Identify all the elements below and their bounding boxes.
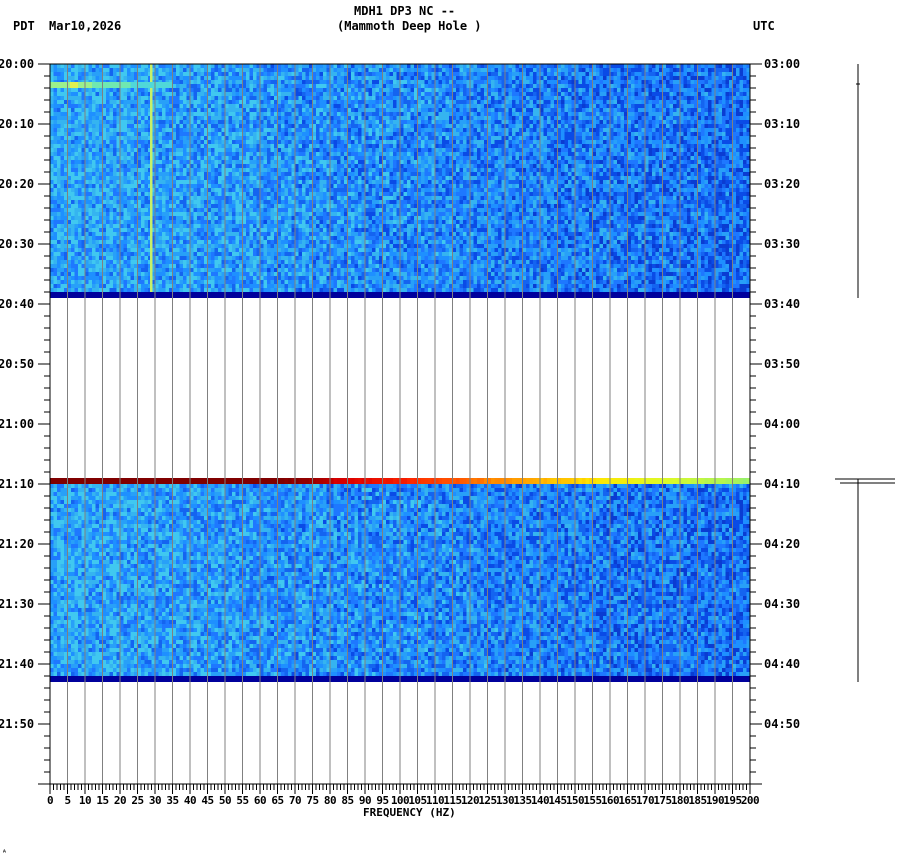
left-timezone-label: PDT [13,20,35,33]
left-time-tick-label: 20:10 [0,118,34,130]
frequency-tick-label: 45 [201,795,214,806]
frequency-tick-label: 160 [601,795,620,806]
frequency-tick-label: 95 [376,795,389,806]
frequency-tick-label: 20 [114,795,127,806]
right-time-tick-label: 03:50 [764,358,800,370]
frequency-tick-label: 0 [47,795,54,806]
frequency-tick-label: 100 [391,795,410,806]
frequency-tick-label: 15 [96,795,109,806]
left-time-tick-label: 21:00 [0,418,34,430]
frequency-tick-label: 35 [166,795,179,806]
left-time-tick-label: 20:20 [0,178,34,190]
frequency-tick-label: 195 [723,795,742,806]
frequency-tick-label: 65 [271,795,284,806]
left-time-tick-label: 21:20 [0,538,34,550]
frequency-tick-label: 5 [64,795,71,806]
right-time-tick-label: 03:30 [764,238,800,250]
frequency-tick-label: 110 [426,795,445,806]
frequency-tick-label: 165 [618,795,637,806]
frequency-tick-label: 10 [79,795,92,806]
frequency-tick-label: 155 [583,795,602,806]
right-time-tick-label: 04:50 [764,718,800,730]
frequency-tick-label: 50 [219,795,232,806]
frequency-tick-label: 60 [254,795,267,806]
left-time-tick-label: 21:40 [0,658,34,670]
frequency-tick-label: 80 [324,795,337,806]
frequency-tick-label: 135 [513,795,532,806]
left-time-tick-label: 20:40 [0,298,34,310]
right-timezone-label: UTC [753,20,775,33]
frequency-tick-label: 75 [306,795,319,806]
frequency-tick-label: 175 [653,795,672,806]
frequency-tick-label: 140 [531,795,550,806]
right-time-tick-label: 03:40 [764,298,800,310]
right-time-tick-label: 03:10 [764,118,800,130]
frequency-tick-label: 190 [706,795,725,806]
frequency-tick-label: 70 [289,795,302,806]
right-time-tick-label: 04:10 [764,478,800,490]
frequency-tick-label: 40 [184,795,197,806]
frequency-tick-label: 105 [408,795,427,806]
spectrogram-segment-2 [50,484,751,677]
trace-panel [835,64,895,682]
frequency-tick-label: 200 [741,795,760,806]
axes [38,63,762,794]
right-time-tick-label: 04:40 [764,658,800,670]
frequency-tick-label: 125 [478,795,497,806]
right-time-tick-label: 03:00 [764,58,800,70]
x-axis-title: FREQUENCY (HZ) [363,806,456,819]
frequency-gridlines [67,64,733,784]
date-label: Mar10,2026 [49,20,121,33]
spectrogram-segment-1 [50,64,751,676]
frequency-tick-label: 30 [149,795,162,806]
left-time-tick-label: 20:30 [0,238,34,250]
frequency-tick-label: 150 [566,795,585,806]
frequency-tick-label: 130 [496,795,515,806]
station-title: MDH1 DP3 NC -- [354,5,455,18]
frequency-tick-label: 145 [548,795,567,806]
frequency-tick-label: 180 [671,795,690,806]
right-time-tick-label: 04:20 [764,538,800,550]
left-time-tick-label: 21:50 [0,718,34,730]
left-time-tick-label: 20:00 [0,58,34,70]
frequency-tick-label: 25 [131,795,144,806]
frequency-tick-label: 185 [688,795,707,806]
right-time-tick-label: 04:30 [764,598,800,610]
left-time-tick-label: 21:30 [0,598,34,610]
frequency-tick-label: 120 [461,795,480,806]
left-time-tick-label: 20:50 [0,358,34,370]
footer-mark: ᴬ [2,846,7,859]
frequency-tick-label: 85 [341,795,354,806]
frequency-tick-label: 115 [443,795,462,806]
station-name: (Mammoth Deep Hole ) [337,20,482,33]
right-time-tick-label: 04:00 [764,418,800,430]
frequency-tick-label: 55 [236,795,249,806]
frequency-tick-label: 170 [636,795,655,806]
frequency-tick-label: 90 [359,795,372,806]
right-time-tick-label: 03:20 [764,178,800,190]
left-time-tick-label: 21:10 [0,478,34,490]
